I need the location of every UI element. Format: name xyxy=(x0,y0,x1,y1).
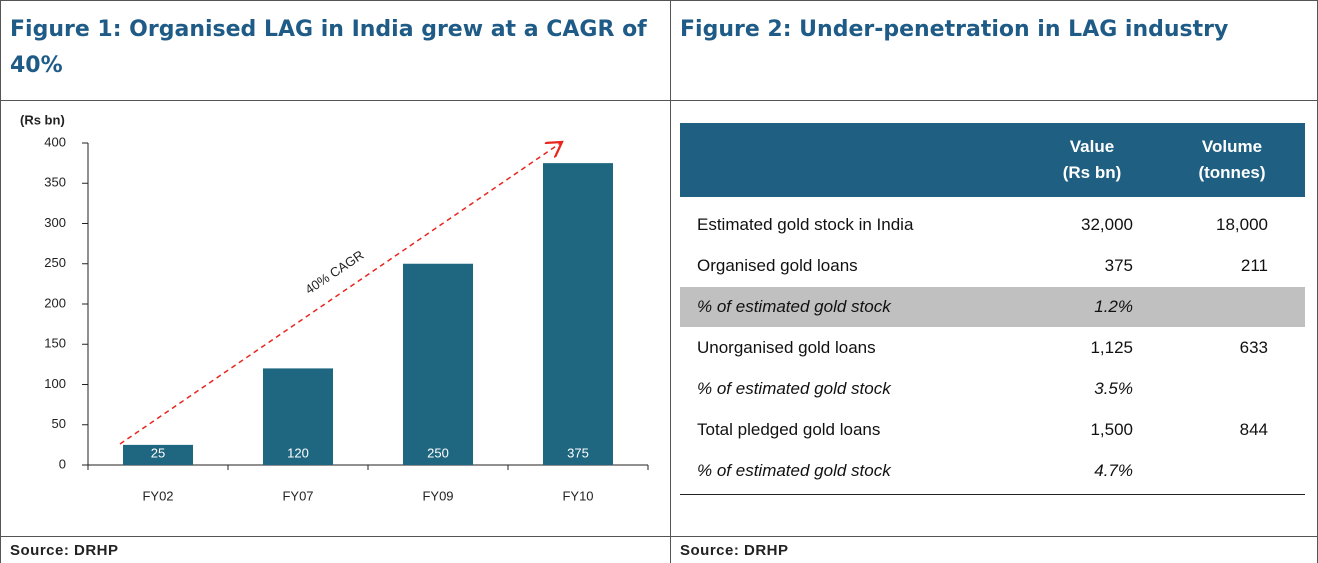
table-cell: 3.5% xyxy=(1094,379,1133,398)
cagr-arrow xyxy=(119,142,562,445)
table-cell: 18,000 xyxy=(1216,215,1268,234)
bar xyxy=(403,263,473,465)
chart: (Rs bn) 40% CAGR 0 50 100 150 200 250 300 350 40… xyxy=(20,112,649,503)
y-tick-label: 50 xyxy=(52,416,66,431)
y-tick-label: 200 xyxy=(44,295,66,310)
bar xyxy=(543,163,613,465)
table-cell: Total pledged gold loans xyxy=(697,420,881,439)
annotation: 40% CAGR xyxy=(302,247,366,297)
y-tick-label: 400 xyxy=(44,134,66,149)
table-cell: % of estimated gold stock xyxy=(697,297,891,316)
table-cell: 844 xyxy=(1239,420,1268,439)
figure-1-title: Figure 1: Organised LAG in India grew at… xyxy=(10,17,647,78)
table-cell: % of estimated gold stock xyxy=(697,461,891,480)
x-tick-label: FY07 xyxy=(282,488,313,503)
table-cell: 211 xyxy=(1240,256,1268,275)
table-rule xyxy=(680,494,1305,495)
column-header: Volume (tonnes) xyxy=(1198,137,1266,182)
x-tick-label: FY02 xyxy=(142,488,173,503)
source: Source: DRHP xyxy=(10,542,119,559)
bar xyxy=(123,444,193,465)
table-cell: Estimated gold stock in India xyxy=(697,215,914,234)
table-cell: 633 xyxy=(1239,338,1268,357)
table-header xyxy=(680,123,1305,197)
figure-2-title: Figure 2: Under-penetration in LAG indus… xyxy=(680,17,1229,42)
source: Source: DRHP xyxy=(680,542,789,559)
data-label: 250 xyxy=(427,445,449,460)
y-axis-label: (Rs bn) xyxy=(20,112,65,127)
table-cell: 32,000 xyxy=(1081,215,1133,234)
data-label: 375 xyxy=(567,445,589,460)
table-cell: 1.2% xyxy=(1094,297,1133,316)
row-highlight xyxy=(680,287,1305,327)
x-tick-label: FY09 xyxy=(422,488,453,503)
bar xyxy=(263,368,333,465)
column-header: Value (Rs bn) xyxy=(1062,137,1122,182)
table-cell: Unorganised gold loans xyxy=(697,338,876,357)
data-label: 120 xyxy=(287,445,309,460)
y-tick-label: 100 xyxy=(44,376,66,391)
divider xyxy=(670,0,671,563)
table-cell: 4.7% xyxy=(1094,461,1133,480)
y-tick-label: 150 xyxy=(44,336,66,351)
table-cell: % of estimated gold stock xyxy=(697,379,891,398)
rule xyxy=(0,100,1318,101)
rule xyxy=(0,536,1318,537)
y-tick-label: 300 xyxy=(44,215,66,230)
divider xyxy=(0,0,1,563)
rule xyxy=(0,0,1318,1)
x-tick-label: FY10 xyxy=(562,488,593,503)
y-tick-label: 250 xyxy=(44,255,66,270)
data-label: 25 xyxy=(151,445,165,460)
table-cell: 1,500 xyxy=(1090,420,1133,439)
y-tick-label: 350 xyxy=(44,175,66,190)
table-cell: 375 xyxy=(1104,256,1133,275)
table-cell: Organised gold loans xyxy=(697,256,858,275)
table-cell: 1,125 xyxy=(1090,338,1133,357)
y-tick-label: 0 xyxy=(59,456,66,471)
